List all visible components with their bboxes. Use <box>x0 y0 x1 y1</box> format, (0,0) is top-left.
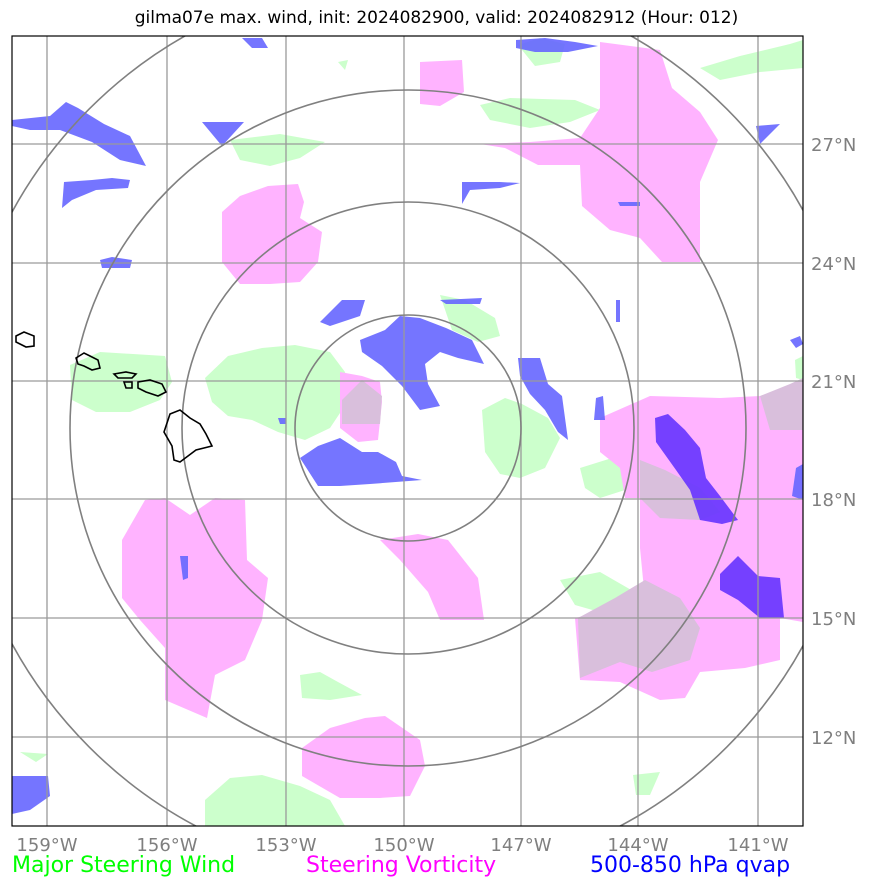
plot-frame <box>11 35 804 827</box>
legend-qvap: 500-850 hPa qvap <box>590 853 791 878</box>
hawaii-coastline <box>15 331 214 463</box>
range-ring-2 <box>181 201 635 655</box>
lon-label: 153°W <box>255 835 316 856</box>
lat-label: 12°N <box>811 728 856 749</box>
latitude-labels: 27°N 24°N 21°N 18°N 15°N 12°N <box>811 135 856 749</box>
legend-steering-wind: Major Steering Wind <box>12 853 236 878</box>
lon-label: 144°W <box>607 835 668 856</box>
range-rings <box>12 36 803 826</box>
range-ring-1 <box>294 314 522 542</box>
qvap-areas <box>12 38 803 814</box>
lat-label: 18°N <box>811 490 856 511</box>
steering-vorticity-areas <box>122 42 803 798</box>
longitude-labels: 159°W 156°W 153°W 150°W 147°W 144°W 141°… <box>16 835 788 856</box>
qvap-strong-areas <box>655 414 784 618</box>
plot-title: gilma07e max. wind, init: 2024082900, va… <box>134 8 739 28</box>
lon-label: 150°W <box>373 835 434 856</box>
range-ring-3 <box>69 89 747 767</box>
legend-steering-vorticity: Steering Vorticity <box>306 853 497 878</box>
lon-label: 141°W <box>727 835 788 856</box>
lon-label: 159°W <box>16 835 77 856</box>
lat-label: 27°N <box>811 135 856 156</box>
overlap-areas <box>342 378 803 678</box>
lon-label: 156°W <box>136 835 197 856</box>
lat-label: 15°N <box>811 609 856 630</box>
lon-label: 147°W <box>490 835 551 856</box>
lat-label: 21°N <box>811 372 856 393</box>
lat-label: 24°N <box>811 254 856 275</box>
